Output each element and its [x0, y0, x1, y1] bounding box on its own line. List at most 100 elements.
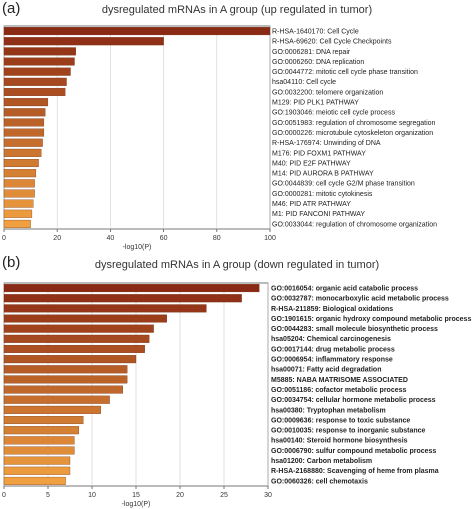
category-label: M129: PID PLK1 PATHWAY	[272, 100, 359, 107]
bar	[3, 27, 271, 36]
bar	[3, 304, 207, 313]
x-tick-label: 20	[176, 492, 184, 499]
category-label: M46: PID ATR PATHWAY	[272, 201, 351, 208]
bar	[3, 118, 45, 127]
bar	[3, 148, 42, 157]
panel-a-up-regulated: (a) dysregulated mRNAs in A group (up re…	[0, 0, 474, 252]
x-tick-label: 0	[2, 492, 6, 499]
x-tick-label: 30	[264, 492, 272, 499]
bar	[3, 436, 75, 445]
bar	[3, 67, 71, 76]
bar	[3, 365, 128, 374]
chart-title-a: dysregulated mRNAs in A group (up regula…	[101, 4, 373, 16]
bar	[3, 57, 75, 66]
category-label: R-HSA-2168880: Scavenging of heme from p…	[271, 468, 439, 475]
plot-frame	[3, 25, 271, 230]
category-label: GO:0033044: regulation of chromosome org…	[272, 221, 437, 228]
category-label: GO:0000226: microtubule cytoskeleton org…	[272, 130, 433, 137]
category-label: hsa00140: Steroid hormone biosynthesis	[271, 438, 408, 445]
chart-title-b: dysregulated mRNAs in A group (down regu…	[94, 259, 380, 271]
panel-letter-b: (b)	[2, 254, 21, 271]
category-label: hsa04110: Cell cycle	[272, 79, 336, 86]
x-tick-label: 60	[160, 235, 168, 242]
bar	[3, 385, 123, 394]
bar	[3, 456, 71, 465]
category-label: hsa00071: Fatty acid degradation	[271, 367, 381, 374]
x-axis-label: -log10(P)	[123, 244, 152, 251]
bar	[3, 179, 35, 188]
category-label: hsa00380: Tryptophan metabolism	[271, 407, 386, 414]
bar	[3, 334, 150, 343]
x-tick-label: 10	[88, 492, 96, 499]
category-label: GO:0006281: DNA repair	[272, 49, 351, 56]
bar	[3, 47, 76, 56]
category-label: R-HSA-176974: Unwinding of DNA	[272, 140, 381, 147]
bar	[3, 344, 145, 353]
x-tick-label: 5	[46, 492, 50, 499]
category-label: GO:0034754: cellular hormone metabolic p…	[271, 397, 436, 404]
bar	[3, 284, 260, 293]
category-label: M1: PID FANCONI PATHWAY	[272, 211, 365, 218]
bar	[3, 77, 67, 86]
category-label: R-HSA-1640170: Cell Cycle	[272, 28, 359, 35]
category-label: M176: PID FOXM1 PATHWAY	[272, 150, 366, 157]
panel-b-down-regulated: (b) dysregulated mRNAs in A group (down …	[0, 254, 474, 509]
bar	[3, 405, 101, 414]
bar	[3, 189, 35, 198]
bar	[3, 446, 75, 455]
category-label: GO:0006790: sulfur compound metabolic pr…	[271, 448, 436, 455]
category-label: GO:0051983: regulation of chromosome seg…	[272, 120, 436, 127]
bar	[3, 209, 33, 218]
category-label: GO:0010035: response to inorganic substa…	[271, 428, 426, 435]
x-tick-label: 25	[220, 492, 228, 499]
category-label: GO:0000281: mitotic cytokinesis	[272, 191, 373, 198]
category-label: GO:0017144: drug metabolic process	[271, 346, 395, 353]
category-label: M40: PID E2F PATHWAY	[272, 160, 351, 167]
x-tick-label: 15	[132, 492, 140, 499]
bar	[3, 128, 45, 137]
category-label: GO:0051186: cofactor metabolic process	[271, 387, 406, 394]
category-label: hsa01200: Carbon metabolism	[271, 458, 372, 465]
bar	[3, 98, 49, 107]
category-label: GO:0032200: telomere organization	[272, 89, 383, 96]
category-label: M14: PID AURORA B PATHWAY	[272, 171, 374, 178]
category-label: GO:0044839: cell cycle G2/M phase transi…	[272, 181, 415, 188]
bar	[3, 169, 37, 178]
bar	[3, 37, 164, 46]
category-label: R-HSA-69620: Cell Cycle Checkpoints	[272, 39, 392, 46]
bar	[3, 108, 46, 117]
bar-chart-b: 0 5 10 15 20 25 30 GO:0016054: organic acid cat…	[2, 282, 471, 508]
category-label: GO:1903046: meiotic cell cycle process	[272, 110, 395, 117]
bar	[3, 314, 167, 323]
category-label: GO:0044283: small molecule biosynthetic …	[271, 326, 438, 333]
category-label: GO:0060326: cell chemotaxis	[271, 478, 368, 485]
bar	[3, 375, 128, 384]
category-label: hsa05204: Chemical carcinogenesis	[271, 336, 391, 343]
category-label: GO:0032787: monocarboxylic acid metaboli…	[271, 296, 449, 303]
category-label: GO:0006260: DNA replication	[272, 59, 364, 66]
bar	[3, 159, 39, 168]
bar	[3, 416, 84, 425]
bar	[3, 355, 137, 364]
bar	[3, 395, 110, 404]
bar	[3, 219, 31, 228]
x-tick-label: 0	[2, 235, 6, 242]
bar	[3, 199, 34, 208]
category-label: GO:1901615: organic hydroxy compound met…	[271, 316, 471, 323]
bar	[3, 426, 79, 435]
category-label: GO:0016054: organic acid catabolic proce…	[271, 285, 418, 292]
x-tick-label: 80	[213, 235, 221, 242]
bar	[3, 466, 71, 475]
category-label: GO:0044772: mitotic cell cycle phase tra…	[272, 69, 418, 76]
x-tick-label: 100	[264, 235, 276, 242]
panel-letter-a: (a)	[2, 0, 21, 17]
bar	[3, 476, 66, 485]
bar	[3, 324, 154, 333]
x-tick-label: 40	[107, 235, 115, 242]
bar	[3, 138, 43, 147]
bar	[3, 87, 66, 96]
category-label: M5885: NABA MATRISOME ASSOCIATED	[271, 377, 408, 384]
x-axis-label: -log10(P)	[122, 501, 151, 508]
category-label: GO:0006954: inflammatory response	[271, 357, 393, 364]
bar	[3, 294, 242, 303]
